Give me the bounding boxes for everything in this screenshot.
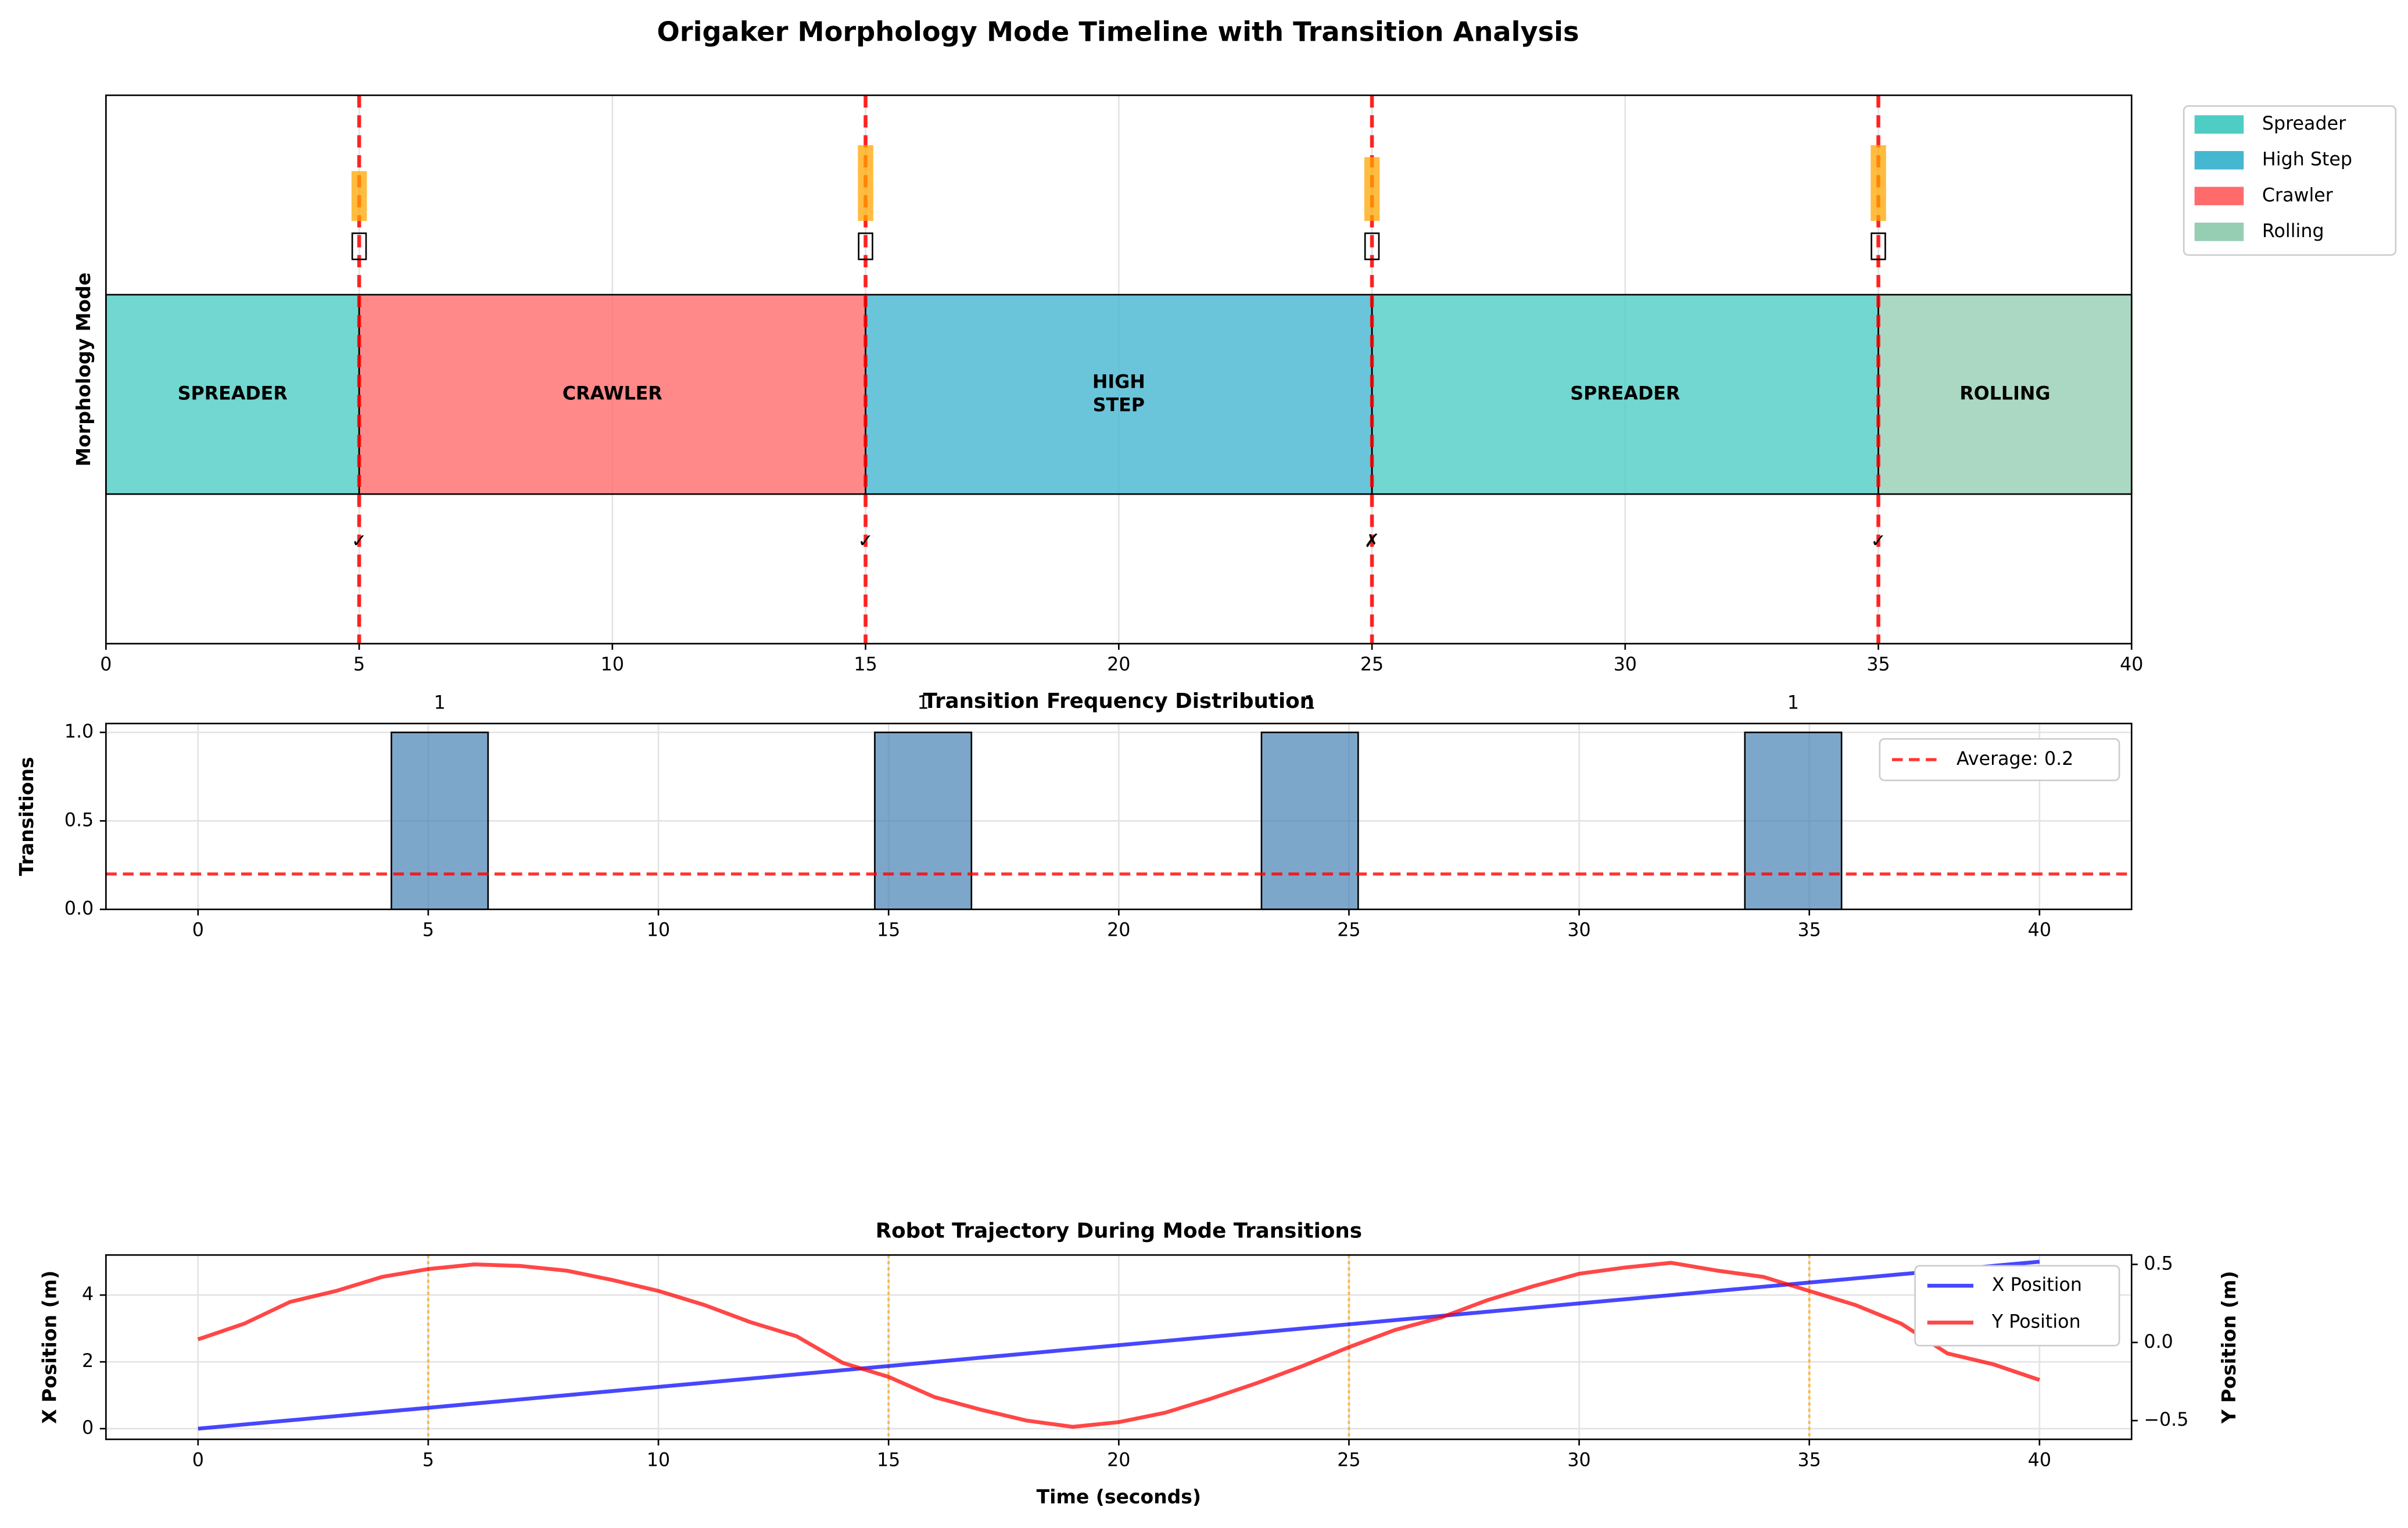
mode-label: CRAWLER bbox=[562, 384, 662, 405]
legend-label: Y Position bbox=[1991, 1312, 2081, 1333]
series-line bbox=[197, 1261, 2040, 1429]
mode-label: HIGH bbox=[1092, 372, 1145, 393]
y-tick-label: 0.0 bbox=[64, 899, 94, 919]
y-tick-label: 0 bbox=[82, 1418, 94, 1438]
mode-block bbox=[865, 294, 1373, 495]
legend-swatch bbox=[2194, 187, 2244, 206]
x-tick-label: 30 bbox=[1567, 920, 1590, 941]
x-tick-label: 35 bbox=[1798, 920, 1821, 941]
transition-status: ✓ bbox=[352, 531, 367, 552]
x-tick-label: 40 bbox=[2028, 1450, 2051, 1470]
legend-swatch bbox=[2194, 223, 2244, 241]
legend-label: Spreader bbox=[2262, 113, 2346, 134]
legend-label: High Step bbox=[2262, 149, 2352, 170]
bar bbox=[874, 731, 973, 910]
x-tick-label: 0 bbox=[192, 1450, 204, 1470]
x-tick-label: 25 bbox=[1360, 654, 1384, 675]
bar bbox=[390, 731, 489, 910]
x-tick-label: 25 bbox=[1337, 1450, 1360, 1470]
mode-block bbox=[1371, 294, 1879, 495]
x-tick-label: 20 bbox=[1107, 920, 1130, 941]
series-line bbox=[198, 1259, 2040, 1431]
legend-label: Average: 0.2 bbox=[1956, 749, 2073, 770]
x-tick-label: 5 bbox=[353, 654, 365, 675]
transition-duration-bar bbox=[351, 171, 367, 221]
x-tick-label: 25 bbox=[1337, 920, 1360, 941]
legend-box bbox=[2183, 105, 2397, 256]
legend-label: Crawler bbox=[2262, 185, 2334, 206]
x-tick-label: 15 bbox=[877, 920, 900, 941]
x-tick-label: 30 bbox=[1567, 1450, 1590, 1470]
legend-label: Rolling bbox=[2262, 221, 2324, 242]
y2-tick-label: −0.5 bbox=[2144, 1409, 2188, 1430]
x-tick-label: 5 bbox=[422, 1450, 434, 1470]
plot-frame bbox=[105, 722, 2133, 910]
x-tick-label: 20 bbox=[1107, 654, 1130, 675]
x-tick-label: 0 bbox=[192, 920, 204, 941]
transition-status: ✓ bbox=[1870, 531, 1886, 552]
transition-duration-bar bbox=[1870, 145, 1886, 221]
y2-axis-label: Y Position (m) bbox=[2217, 1271, 2240, 1425]
x-tick-label: 35 bbox=[1798, 1450, 1821, 1470]
x-tick-label: 0 bbox=[100, 654, 112, 675]
y-tick-label: 0.5 bbox=[64, 810, 94, 831]
x-tick-label: 5 bbox=[422, 920, 434, 941]
mode-label: ROLLING bbox=[1959, 384, 2050, 405]
mode-label: SPREADER bbox=[1570, 384, 1680, 405]
bar-value-label: 1 bbox=[1787, 693, 1799, 714]
legend-swatch bbox=[2194, 151, 2244, 170]
x-tick-label: 15 bbox=[854, 654, 877, 675]
x-tick-label: 30 bbox=[1614, 654, 1637, 675]
x-tick-label: 35 bbox=[1866, 654, 1890, 675]
transition-status: ✗ bbox=[1364, 531, 1380, 552]
y-axis-label: Morphology Mode bbox=[72, 273, 95, 467]
figure-title: Origaker Morphology Mode Timeline with T… bbox=[657, 16, 1579, 48]
x-tick-label: 15 bbox=[877, 1450, 900, 1470]
bar-value-label: 1 bbox=[434, 693, 446, 714]
y-tick-label: 1.0 bbox=[64, 721, 94, 742]
bar-value-label: 1 bbox=[918, 693, 929, 714]
x-tick-label: 40 bbox=[2120, 654, 2143, 675]
x-tick-label: 10 bbox=[601, 654, 624, 675]
chart-title: Transition Frequency Distribution bbox=[923, 689, 1315, 713]
x-tick-label: 10 bbox=[647, 920, 670, 941]
y2-tick-label: 0.5 bbox=[2144, 1253, 2173, 1274]
transition-duration-bar bbox=[1364, 157, 1380, 221]
y-tick-label: 2 bbox=[82, 1351, 94, 1372]
x-tick-label: 20 bbox=[1107, 1450, 1130, 1470]
y-tick-label: 4 bbox=[82, 1284, 94, 1305]
y-axis-label: X Position (m) bbox=[38, 1271, 61, 1424]
transition-box bbox=[858, 232, 873, 260]
x-tick-label: 10 bbox=[647, 1450, 670, 1470]
x-tick-label: 40 bbox=[2028, 920, 2051, 941]
transition-box bbox=[351, 232, 367, 260]
transition-status: ✓ bbox=[858, 531, 873, 552]
transition-duration-bar bbox=[858, 145, 873, 221]
mode-block bbox=[1877, 294, 2133, 495]
mode-label: STEP bbox=[1093, 395, 1145, 416]
legend-box bbox=[1879, 738, 2120, 781]
x-axis-label: Time (seconds) bbox=[1037, 1485, 1201, 1508]
bar bbox=[1744, 731, 1843, 910]
legend-swatch bbox=[2194, 115, 2244, 134]
transition-box bbox=[1870, 232, 1886, 260]
bar-value-label: 1 bbox=[1304, 693, 1316, 714]
chart-title: Robot Trajectory During Mode Transitions bbox=[876, 1219, 1362, 1243]
plot-frame bbox=[105, 1254, 2133, 1440]
y-axis-label: Transitions bbox=[15, 757, 38, 876]
y2-tick-label: 0.0 bbox=[2144, 1332, 2173, 1352]
transition-box bbox=[1364, 232, 1380, 260]
bar bbox=[1260, 731, 1359, 910]
legend-label: X Position bbox=[1992, 1275, 2082, 1296]
mode-label: SPREADER bbox=[178, 384, 288, 405]
plot-frame bbox=[105, 94, 2133, 645]
